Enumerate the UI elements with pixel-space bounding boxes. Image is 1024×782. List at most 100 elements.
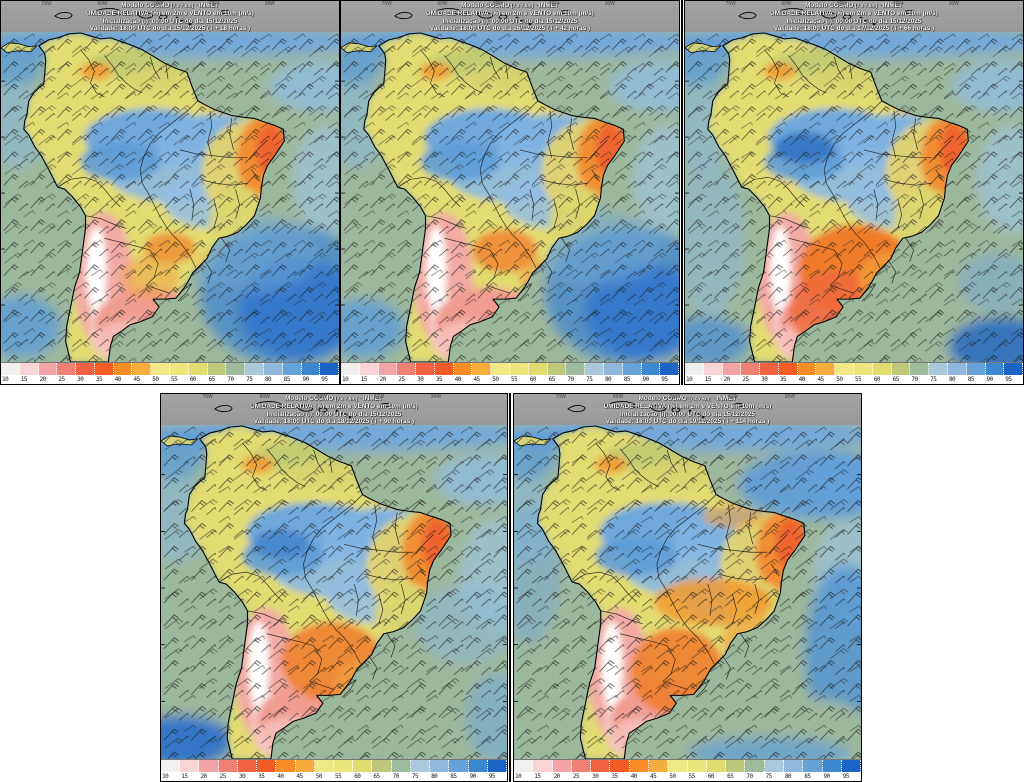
- colorbar-tick-label: 25: [742, 376, 749, 383]
- colorbar-tick-label: 75: [586, 376, 593, 383]
- panel-3-colorbar-ticks: 10 15 20 25 30 35 40 45 50 55 60 65 70 75 80 85 90 95: [685, 375, 1023, 384]
- caribbean-islands-icon: [54, 7, 232, 26]
- model-title-line: Modelo COSMO [7 x 7 km] - INMET: [638, 395, 737, 402]
- colorbar-tick-label: 15: [360, 376, 368, 383]
- colorbar-segment: [378, 363, 398, 375]
- forecast-panel-4: Modelo COSMO [7 x 7 km] - INMET UMIDADE …: [160, 393, 508, 782]
- colorbar-segment: [1004, 363, 1023, 375]
- colorbar-segment: [910, 363, 930, 375]
- colorbar-tick-label: 45: [817, 376, 824, 383]
- colorbar-tick-label: 45: [649, 773, 657, 780]
- colorbar-tick-label: 20: [723, 376, 731, 383]
- colorbar-segment: [207, 363, 227, 375]
- colorbar-tick-label: 60: [873, 376, 881, 383]
- colorbar-tick-label: 20: [200, 773, 207, 780]
- colorbar-segment: [706, 760, 727, 772]
- forecast-panel-2: Modelo COSMO [7 x 7 km] - INMET UMIDADE …: [340, 0, 680, 385]
- longitude-tick-label: 60W: [437, 1, 448, 7]
- colorbar-tick-label: 40: [114, 376, 122, 383]
- colorbar-tick-label: 35: [95, 376, 103, 383]
- colorbar-tick-label: 45: [133, 376, 140, 383]
- colorbar-tick-label: 80: [948, 376, 956, 383]
- longitude-tick-label: 70W: [725, 1, 736, 7]
- colorbar-tick-label: 85: [804, 773, 811, 780]
- colorbar-segment: [872, 363, 892, 375]
- colorbar-tick-label: 55: [855, 376, 862, 383]
- longitude-tick-label: 30W: [948, 1, 959, 7]
- colorbar-tick-label: 35: [779, 376, 787, 383]
- colorbar-tick-label: 75: [246, 376, 253, 383]
- colorbar-segment: [353, 760, 373, 772]
- colorbar-segment: [685, 363, 704, 375]
- colorbar-tick-label: 50: [315, 773, 323, 780]
- colorbar-tick-label: 80: [431, 773, 438, 780]
- longitude-tick-label: 30W: [264, 1, 275, 7]
- colorbar-tick-label: 20: [379, 376, 387, 383]
- colorbar-segment: [397, 363, 417, 375]
- initialization-line: Inicialização (i): 00:00 UTC do dia 15/1…: [442, 17, 578, 25]
- colorbar-segment: [703, 363, 723, 375]
- colorbar-segment: [170, 363, 189, 375]
- colorbar-segment: [668, 760, 688, 772]
- colorbar-segment: [188, 363, 208, 375]
- colorbar-segment: [929, 363, 948, 375]
- panel-5-colorbar-ticks: 10 15 20 25 30 35 40 45 50 55 60 65 70 75 80 85 90 95: [514, 772, 861, 781]
- colorbar-segment: [687, 760, 707, 772]
- variable-line: UMIDADE RELATIVA (%) em 2m e VENTO em 10…: [86, 10, 254, 18]
- panel-1-colorbar: [1, 362, 339, 375]
- colorbar-tick-label: 40: [798, 376, 806, 383]
- colorbar-segment: [113, 363, 133, 375]
- colorbar-tick-label: 40: [630, 773, 638, 780]
- colorbar-segment: [528, 363, 548, 375]
- panel-1-map: [1, 32, 339, 362]
- validity-line: Validade: 18:00 UTC do dia 18/12/2025 ( …: [253, 417, 415, 425]
- colorbar-tick-label: 25: [58, 376, 65, 383]
- colorbar-tick-label: 10: [686, 376, 693, 383]
- panel-4-header: Modelo COSMO [7 x 7 km] - INMET UMIDADE …: [161, 394, 507, 425]
- forecast-panel-1: Modelo COSMO [7 x 7 km] - INMET UMIDADE …: [0, 0, 340, 385]
- colorbar-tick-label: 10: [2, 376, 9, 383]
- colorbar-tick-label: 80: [604, 376, 612, 383]
- colorbar-segment: [314, 760, 334, 772]
- colorbar-tick-label: 65: [548, 376, 556, 383]
- colorbar-segment: [797, 363, 817, 375]
- colorbar-segment: [533, 760, 553, 772]
- colorbar-tick-label: 65: [892, 376, 900, 383]
- colorbar-tick-label: 15: [20, 376, 28, 383]
- colorbar-segment: [835, 363, 855, 375]
- colorbar-segment: [660, 363, 679, 375]
- colorbar-tick-label: 70: [911, 376, 918, 383]
- panel-2-map: [341, 32, 679, 362]
- panel-5-header: Modelo COSMO [7 x 7 km] - INMET UMIDADE …: [514, 394, 861, 425]
- panel-3-colorbar: [685, 362, 1023, 375]
- colorbar-segment: [854, 363, 873, 375]
- colorbar-tick-label: 15: [534, 773, 541, 780]
- colorbar-segment: [985, 363, 1005, 375]
- colorbar-tick-label: 30: [77, 376, 84, 383]
- longitude-tick-label: 50W: [493, 1, 504, 7]
- colorbar-segment: [341, 363, 360, 375]
- colorbar-segment: [966, 363, 986, 375]
- colorbar-tick-label: 65: [373, 773, 380, 780]
- panel-5-map: [514, 425, 861, 759]
- colorbar-segment: [453, 363, 473, 375]
- panel-4-colorbar-ticks: 10 15 20 25 30 35 40 45 50 55 60 65 70 75 80 85 90 95: [161, 772, 507, 781]
- initialization-line: Inicialização (i): 00:00 UTC do dia 15/1…: [786, 17, 922, 25]
- colorbar-tick-label: 20: [553, 773, 561, 780]
- colorbar-segment: [760, 363, 779, 375]
- colorbar-segment: [472, 363, 492, 375]
- colorbar-segment: [822, 760, 842, 772]
- colorbar-tick-label: 65: [208, 376, 216, 383]
- colorbar-segment: [416, 363, 435, 375]
- colorbar-tick-label: 50: [492, 376, 499, 383]
- colorbar-segment: [816, 363, 836, 375]
- panel-2-header: Modelo COSMO [7 x 7 km] - INMET UMIDADE …: [341, 1, 679, 32]
- colorbar-segment: [629, 760, 649, 772]
- panel-2-title-block: Modelo COSMO [7 x 7 km] - INMET UMIDADE …: [341, 2, 679, 32]
- colorbar-segment: [295, 760, 315, 772]
- colorbar-tick-label: 85: [450, 773, 457, 780]
- colorbar-segment: [237, 760, 258, 772]
- panel-3-map: [685, 32, 1023, 362]
- colorbar-segment: [301, 363, 321, 375]
